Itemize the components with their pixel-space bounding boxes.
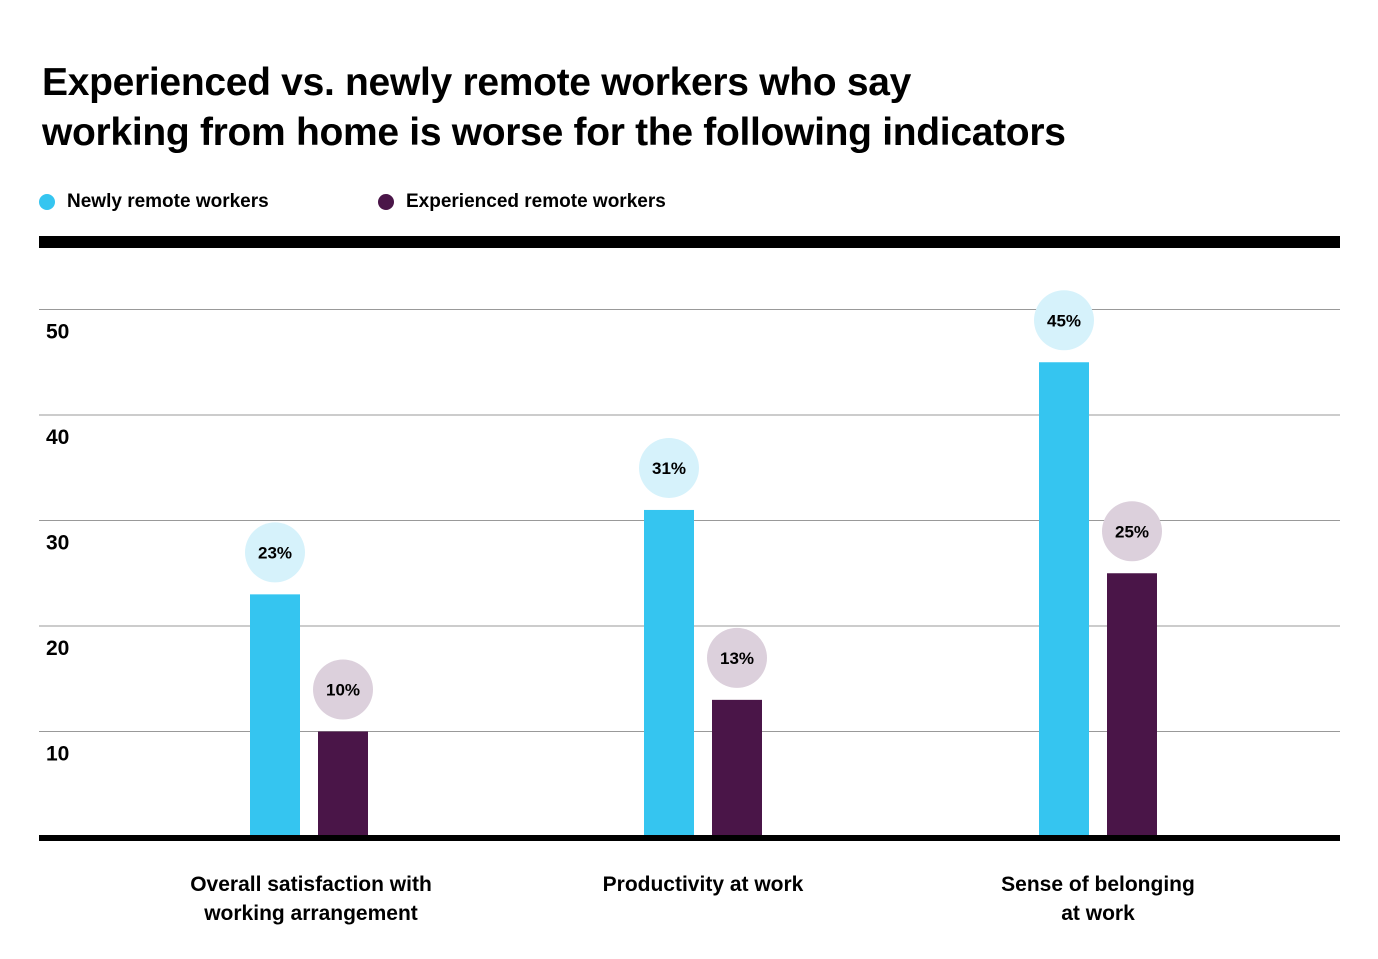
bar — [1039, 362, 1089, 837]
x-category-label: Productivity at work — [543, 870, 863, 899]
x-category-line: Sense of belonging — [1001, 873, 1195, 896]
bar — [318, 731, 368, 837]
legend-swatch-experienced-remote — [378, 194, 394, 210]
data-label-bubble — [245, 522, 305, 583]
y-tick-label: 20 — [46, 637, 69, 660]
x-axis-baseline — [39, 835, 1340, 841]
legend-label-experienced-remote: Experienced remote workers — [406, 191, 666, 212]
data-label: 23% — [258, 543, 292, 562]
bar — [712, 699, 762, 837]
legend-item-newly-remote: Newly remote workers — [39, 191, 269, 213]
legend-label-newly-remote: Newly remote workers — [67, 191, 269, 212]
bar — [1107, 573, 1157, 837]
legend-swatch-newly-remote — [39, 194, 55, 210]
bar — [250, 594, 300, 837]
x-category-line: at work — [1061, 902, 1135, 925]
data-label: 45% — [1047, 311, 1081, 330]
data-label: 10% — [326, 681, 360, 700]
data-label-bubble — [707, 627, 767, 688]
x-category-label: Overall satisfaction with working arrang… — [151, 870, 471, 928]
chart-title-line-2: working from home is worse for the follo… — [42, 111, 1066, 154]
legend-item-experienced-remote: Experienced remote workers — [378, 191, 666, 213]
chart-title: Experienced vs. newly remote workers who… — [42, 58, 1066, 158]
top-rule — [39, 236, 1340, 248]
x-category-line: Overall satisfaction with — [190, 873, 432, 896]
data-label-bubble — [313, 659, 373, 720]
chart-title-line-1: Experienced vs. newly remote workers who… — [42, 61, 912, 104]
x-category-line: working arrangement — [204, 902, 418, 925]
y-tick-label: 40 — [46, 426, 69, 449]
data-label: 13% — [720, 649, 754, 668]
y-tick-label: 10 — [46, 743, 69, 766]
y-tick-label: 50 — [46, 321, 69, 344]
y-tick-label: 30 — [46, 532, 69, 555]
data-label-bubble — [1034, 290, 1094, 351]
data-label: 31% — [652, 459, 686, 478]
data-label: 25% — [1115, 522, 1149, 541]
x-category-line: Productivity at work — [602, 873, 804, 896]
x-category-label: Sense of belonging at work — [938, 870, 1258, 928]
data-label-bubble — [639, 437, 699, 498]
data-label-bubble — [1102, 501, 1162, 562]
bar — [644, 509, 694, 837]
